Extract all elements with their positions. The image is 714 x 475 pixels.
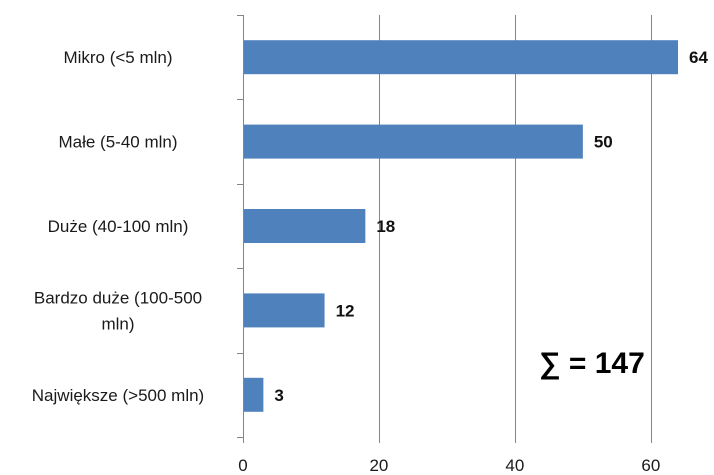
data-label-1: 50 [594,133,613,152]
x-tick-label-60: 60 [641,456,660,475]
x-tick-label-0: 0 [238,456,247,475]
bar-3 [244,293,325,328]
bar-2 [244,209,366,243]
category-label-3: Bardzo duże (100-500 mln) [34,288,202,333]
bar-4 [244,377,264,412]
x-tick-labels: 0 20 40 60 [238,456,660,475]
axes [237,15,652,443]
category-label-1: Małe (5-40 mln) [58,133,177,152]
category-labels: Mikro (<5 mln) Małe (5-40 mln) Duże (40-10… [32,48,204,405]
category-label-4: Największe (>500 mln) [32,386,204,405]
sum-annotation: ∑ = 147 [539,347,645,380]
gridlines [379,15,652,437]
bar-0 [244,40,679,75]
x-tick-label-20: 20 [369,456,388,475]
category-label-0: Mikro (<5 mln) [63,48,172,67]
bars [244,40,679,412]
bar-1 [244,124,583,159]
data-label-2: 18 [376,217,395,236]
data-labels: 64 50 18 12 3 [274,48,708,405]
data-label-4: 3 [274,386,283,405]
category-label-2: Duże (40-100 mln) [48,217,189,236]
data-label-0: 64 [689,48,708,67]
x-tick-label-40: 40 [505,456,524,475]
data-label-3: 12 [336,301,355,320]
